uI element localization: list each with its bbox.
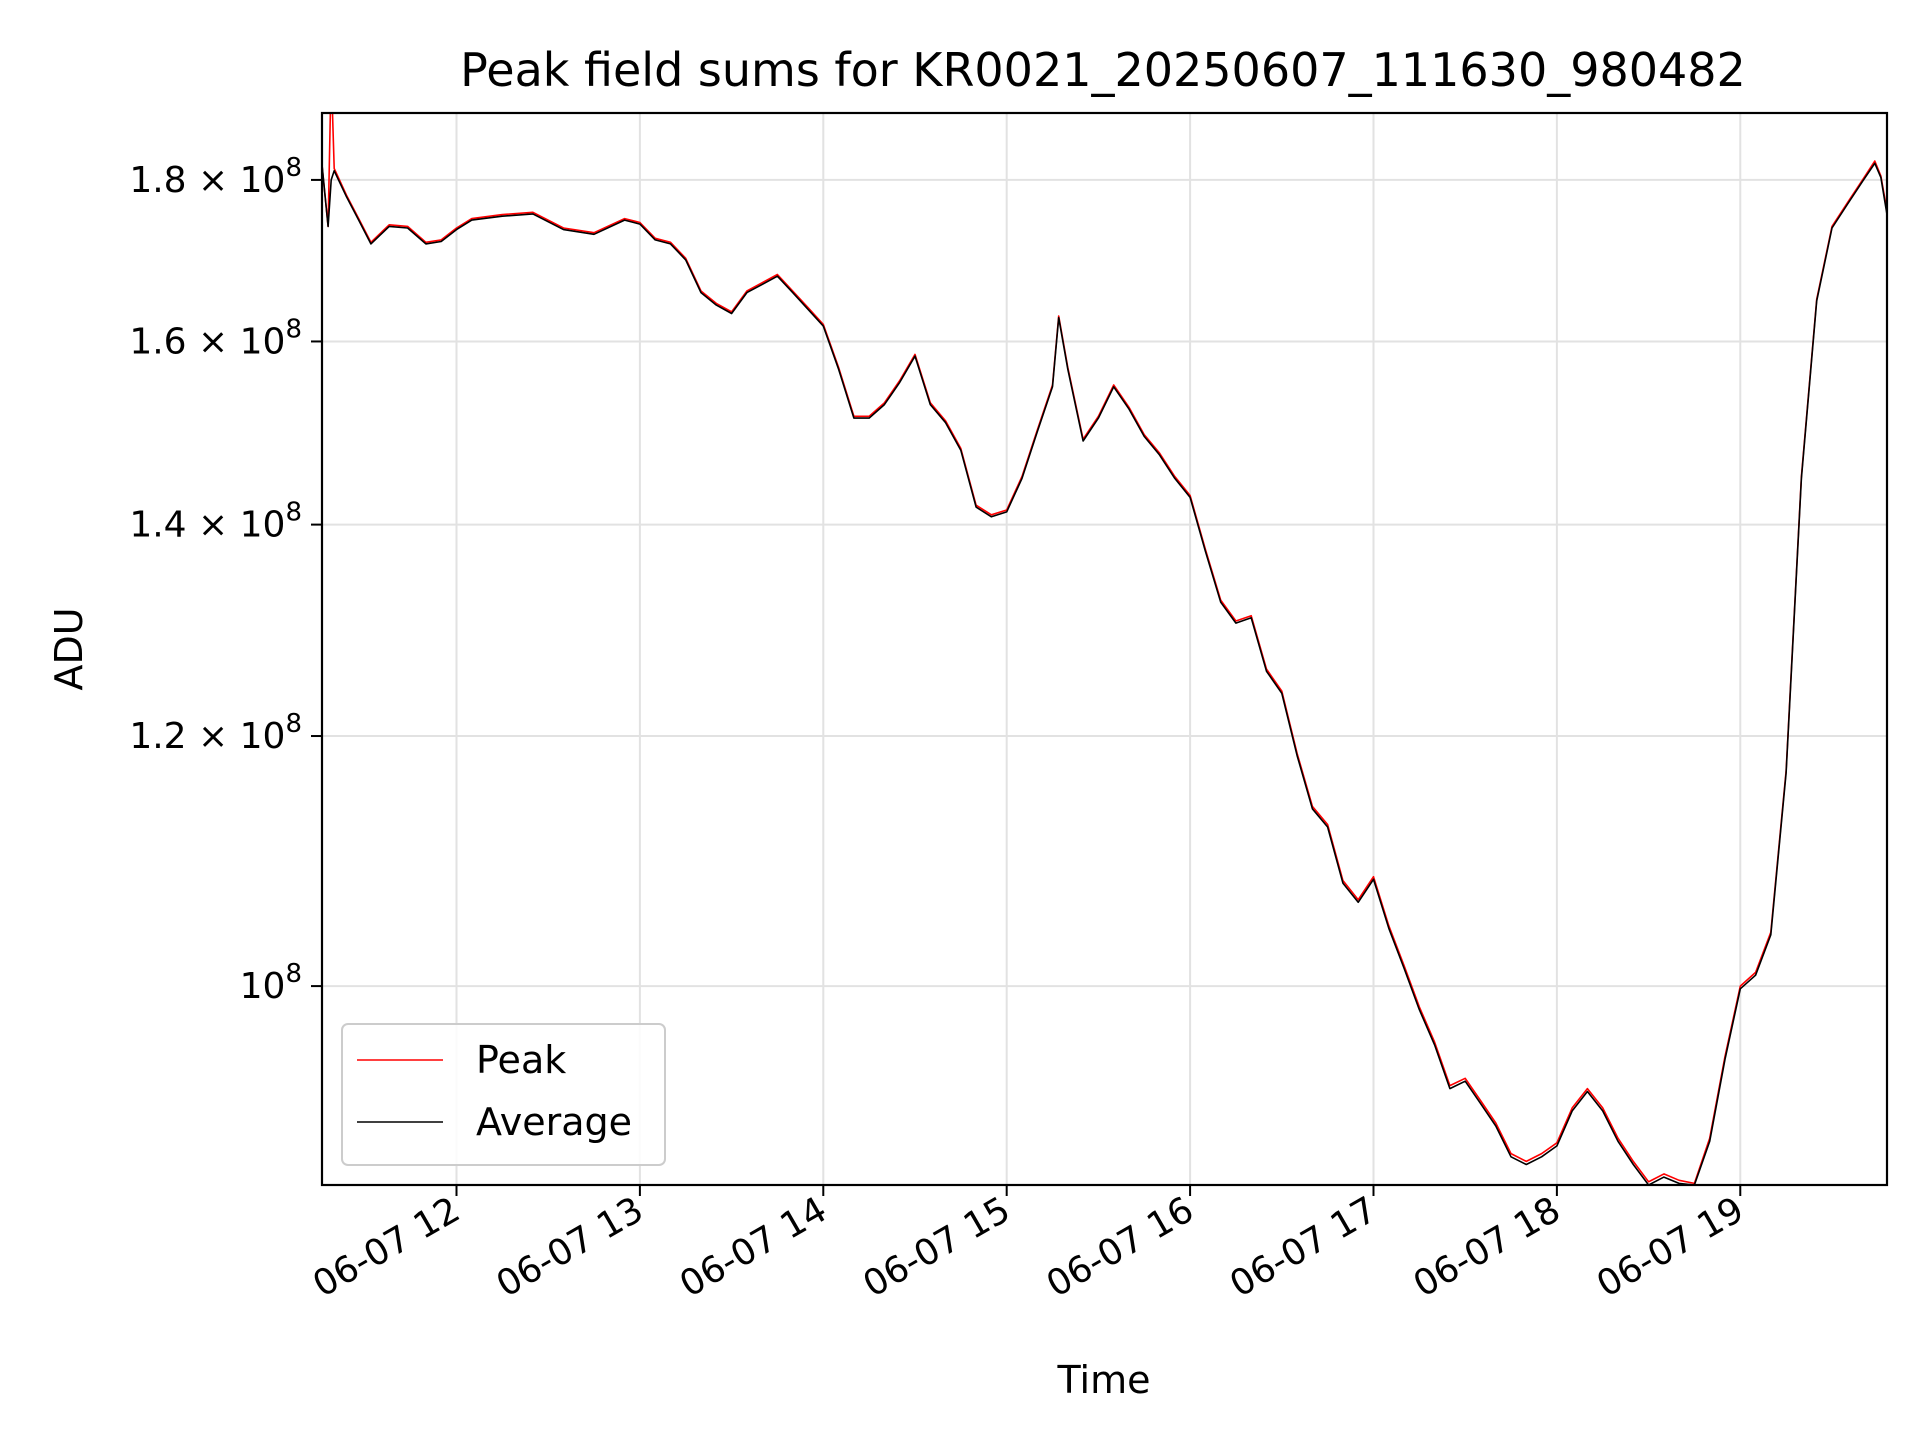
legend: Peak Average: [341, 1023, 666, 1166]
y-tick-label: 108: [240, 959, 302, 1007]
x-axis-label: Time: [1057, 1358, 1151, 1402]
y-tick-label: 1.6 × 108: [129, 314, 302, 362]
y-tick-label: 1.8 × 108: [129, 153, 302, 201]
y-tick-label: 1.4 × 108: [129, 498, 302, 546]
y-tick-exponent: 8: [285, 153, 302, 183]
y-tick-base: 1.4 × 10: [129, 505, 285, 546]
chart-title: Peak field sums for KR0021_20250607_1116…: [460, 43, 1746, 97]
series-group: [322, 113, 1887, 1185]
y-tick-base: 1.2 × 10: [129, 716, 285, 757]
y-tick-exponent: 8: [285, 959, 302, 989]
y-tick-label: 1.2 × 108: [129, 709, 302, 757]
y-axis-label: ADU: [47, 607, 91, 690]
legend-label-average: Average: [476, 1100, 632, 1144]
series-line-peak: [322, 113, 1887, 1185]
y-tick-base: 10: [240, 966, 286, 1007]
plot-frame: [320, 111, 1889, 1187]
y-tick-exponent: 8: [285, 314, 302, 344]
legend-label-peak: Peak: [476, 1038, 566, 1082]
grid: [322, 113, 1887, 1185]
y-tick-exponent: 8: [285, 709, 302, 739]
y-tick-base: 1.8 × 10: [129, 160, 285, 201]
series-line-average: [322, 162, 1887, 1185]
y-tick-exponent: 8: [285, 498, 302, 528]
y-tick-base: 1.6 × 10: [129, 321, 285, 362]
